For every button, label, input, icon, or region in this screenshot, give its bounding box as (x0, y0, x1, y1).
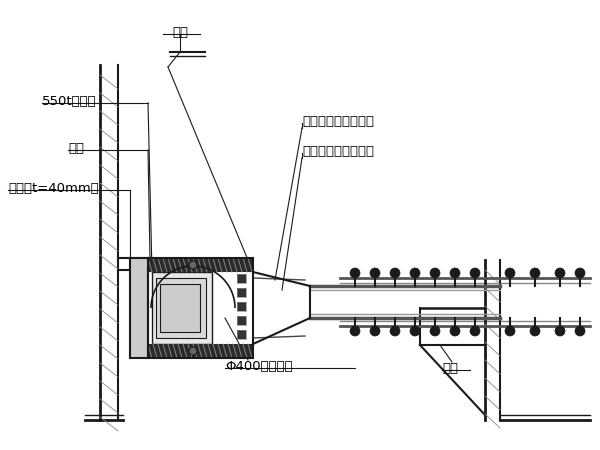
Circle shape (470, 326, 480, 336)
Text: Φ400无缝钢管: Φ400无缝钢管 (225, 360, 293, 373)
Circle shape (450, 326, 460, 336)
Circle shape (390, 268, 400, 278)
Circle shape (505, 268, 515, 278)
Text: 牛腿: 牛腿 (442, 362, 458, 375)
Bar (148, 344, 253, 358)
Bar (237, 316, 246, 325)
Circle shape (530, 326, 540, 336)
Text: 斜拉索施工用变径头: 斜拉索施工用变径头 (302, 115, 374, 128)
Circle shape (430, 326, 440, 336)
Circle shape (189, 261, 197, 269)
Text: 撑脚: 撑脚 (172, 26, 188, 39)
Bar (237, 302, 246, 311)
Bar (148, 258, 253, 358)
Bar (148, 258, 253, 272)
Text: 钢板（t=40mm）: 钢板（t=40mm） (8, 182, 99, 195)
Bar (237, 274, 246, 283)
Text: 垫板: 垫板 (68, 142, 84, 155)
Circle shape (430, 268, 440, 278)
Bar (237, 274, 246, 283)
Circle shape (530, 268, 540, 278)
Bar (156, 278, 206, 338)
Circle shape (350, 268, 360, 278)
Text: 斜拉索施工用开合板: 斜拉索施工用开合板 (302, 145, 374, 158)
Bar (237, 288, 246, 297)
Circle shape (370, 268, 380, 278)
Bar (237, 316, 246, 325)
Circle shape (189, 347, 197, 355)
Circle shape (575, 268, 585, 278)
Bar (160, 284, 200, 332)
Bar (237, 288, 246, 297)
Circle shape (390, 326, 400, 336)
Circle shape (410, 268, 420, 278)
Circle shape (350, 326, 360, 336)
Circle shape (470, 268, 480, 278)
Bar (237, 330, 246, 339)
Bar (152, 272, 212, 344)
Bar (237, 302, 246, 311)
Bar (237, 330, 246, 339)
Text: 550t千斤顶: 550t千斤顶 (42, 95, 97, 108)
Circle shape (505, 326, 515, 336)
Bar (130, 258, 148, 358)
Circle shape (575, 326, 585, 336)
Circle shape (450, 268, 460, 278)
Circle shape (370, 326, 380, 336)
Circle shape (410, 326, 420, 336)
Circle shape (555, 326, 565, 336)
Circle shape (555, 268, 565, 278)
